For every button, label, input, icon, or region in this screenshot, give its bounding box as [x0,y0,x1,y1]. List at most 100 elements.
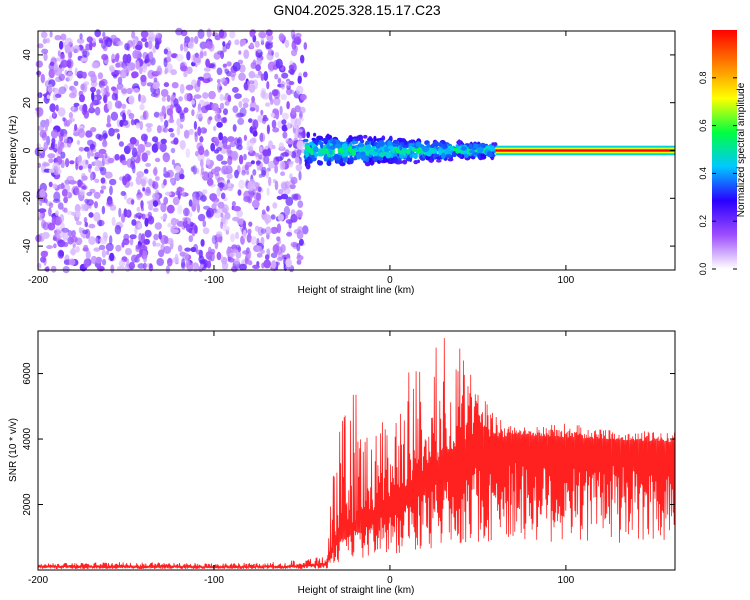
spectrogram-cell [173,98,179,107]
spectrogram-cell [174,253,179,262]
spectrogram-cell [166,204,175,214]
spectrogram-cell [305,162,311,170]
spectrogram-cell [214,113,222,122]
spectrogram-cell [126,87,133,95]
spectrogram-cell [111,58,116,64]
spectrogram-cell [115,244,122,252]
spectrogram-cell [114,153,120,161]
spectrogram-cell [39,213,43,219]
spectrogram-cell [160,202,167,213]
spectrogram-cell [224,165,232,174]
spectrogram-cell [104,171,113,179]
spectrogram-cell [235,244,241,251]
spectrogram-cell [111,93,118,101]
spectrogram-cell [81,50,90,57]
spectrogram-cell [266,124,270,135]
spectrogram-cell [190,36,194,44]
spectrogram-cell [205,58,211,68]
spectrogram-cell [320,142,324,149]
spectrogram-cell [460,146,467,151]
spectrogram-cell [177,244,183,252]
spectrogram-cell [186,66,193,75]
spectrogram-cell [408,143,415,146]
spectrogram-cell [68,112,73,119]
spectrogram-cell [168,118,175,124]
spectrogram-cell [48,158,54,164]
spectrogram-cell [166,169,174,178]
spectrogram-cell [100,185,107,190]
spectrogram-cell [72,243,76,248]
spectrogram-cell [94,201,98,209]
spectrogram-cell [53,62,59,70]
spectrogram-cell [205,251,213,260]
spectrogram-cell [53,243,57,249]
spectrogram-cell [106,114,111,125]
spectrogram-cell [211,197,220,203]
spectrogram-cell [296,243,301,252]
spectrogram-cell [288,64,295,71]
spectrogram-cell [232,86,239,93]
spectrogram-cell [228,182,232,188]
spectrogram-cell [129,237,134,246]
spectrogram-cell [248,84,256,93]
spectrogram-cell [232,105,239,113]
spectrogram-cell [91,91,95,102]
spectrogram-cell [290,49,298,57]
spectrogram-cell [272,127,280,133]
spectrogram-cell [35,60,43,68]
spectrogram-cell [274,73,279,80]
spectrogram-cell [298,170,302,181]
spectrogram-cell [57,184,65,190]
spectrogram-cell [71,185,79,195]
spectrogram-cell [183,45,188,53]
spectrogram-cell [93,191,101,199]
spectrogram-cell [73,45,81,53]
y-tick-label: 6000 [22,362,33,385]
spectrogram-cell [43,198,48,204]
spectrogram-cell [82,229,88,235]
spectrogram-cell [78,226,82,234]
spectrogram-cell [490,146,495,152]
spectrogram-cell [260,236,265,246]
x-tick-label: -200 [28,575,48,586]
spectrogram-cell [90,172,94,181]
spectrogram-cell [99,167,104,172]
spectrogram-cell [399,144,403,151]
spectrogram-cell [93,212,101,222]
spectrogram-cell [438,148,442,156]
y-tick-label: 40 [22,49,33,61]
spectrogram-cell [259,146,263,153]
spectrogram-cell [129,137,137,145]
spectrogram-cell [67,230,73,237]
spectrogram-cell [121,86,128,97]
spectrogram-cell [161,96,166,102]
spectrogram-cell [185,84,194,91]
spectrogram-cell [223,108,228,116]
spectrogram-cell [117,40,124,46]
spectrogram-cell [74,203,81,213]
spectrogram-cell [105,91,111,97]
spectrogram-cell [71,105,75,111]
spectrogram-cell [469,150,475,154]
spectrogram-cell [98,244,106,251]
spectrogram-cell [83,258,90,269]
spectrogram-cell [46,94,50,100]
spectrogram-cell [131,219,137,226]
spectrogram-cell [175,27,183,36]
spectrogram-cell [491,142,496,146]
spectrogram-cell [278,142,285,150]
spectrogram-cell [231,201,236,207]
spectrogram-cell [110,111,119,121]
spectrogram-cell [305,152,310,158]
spectrogram-cell [265,226,272,235]
colorbar-tick-label: 0.6 [698,119,708,132]
spectrogram-cell [205,41,214,49]
spectrogram-cell [194,225,198,234]
spectrogram-cell [317,160,324,166]
spectrogram-cell [351,140,359,145]
spectrogram-cell [203,150,210,157]
spectrogram-cell [378,152,386,158]
spectrogram-cell [163,245,172,254]
spectrogram-cell [263,71,269,81]
spectrogram-cell [47,83,53,93]
